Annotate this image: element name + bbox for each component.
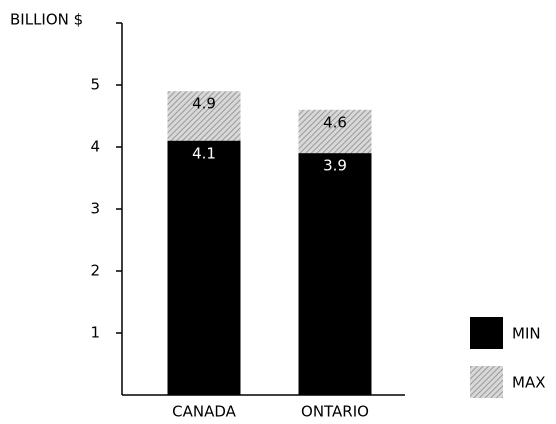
value-label: 4.6 bbox=[323, 113, 347, 131]
x-tick-label: CANADA bbox=[172, 403, 237, 421]
legend-label: MAX bbox=[512, 374, 545, 392]
x-tick-label: ONTARIO bbox=[301, 403, 369, 421]
value-label: 4.9 bbox=[192, 95, 216, 113]
value-label: 3.9 bbox=[323, 157, 347, 175]
y-tick-label: 1 bbox=[90, 324, 100, 342]
legend-swatch bbox=[470, 317, 503, 349]
y-tick-label: 2 bbox=[90, 262, 100, 280]
y-axis-label: BILLION $ bbox=[10, 11, 83, 29]
bar bbox=[298, 153, 372, 395]
y-tick-label: 3 bbox=[90, 200, 100, 218]
legend-swatch bbox=[470, 366, 503, 398]
bar bbox=[167, 140, 241, 395]
value-label: 4.1 bbox=[192, 144, 216, 162]
legend-label: MIN bbox=[512, 325, 541, 343]
y-tick-label: 4 bbox=[90, 138, 100, 156]
y-tick-label: 5 bbox=[90, 76, 100, 94]
